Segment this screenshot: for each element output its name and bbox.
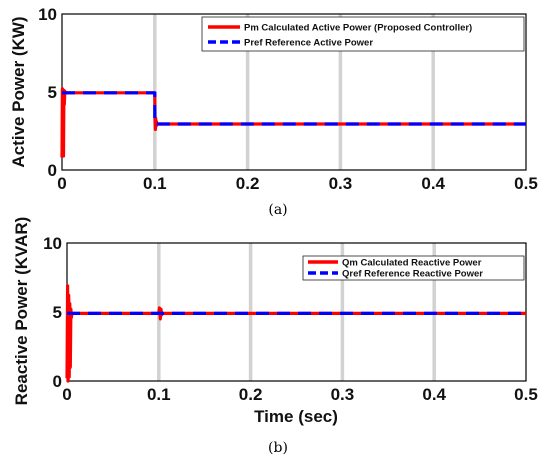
- panel-a-legend: Pm Calculated Active Power (Proposed Con…: [201, 16, 525, 52]
- panel-a-ticks: 0 0.1 0.2 0.3 0.4 0.5 0 5 10: [38, 5, 538, 193]
- panel-a-legend-box: [201, 16, 525, 52]
- panel-b-x-tick-label: 0: [62, 385, 71, 404]
- panel-b-x-axis-label: Time (sec): [254, 407, 338, 426]
- panel-b-series-0-line: [65, 284, 526, 383]
- panel-a-caption: (a): [268, 202, 287, 218]
- panel-b-x-tick-label: 0.2: [239, 385, 263, 404]
- panel-a-y-tick-label: 10: [38, 5, 57, 24]
- panel-b-ticks: 0 0.1 0.2 0.3 0.4 0.5 0 5 10: [43, 234, 538, 404]
- panel-a-x-tick-label: 0.3: [329, 174, 353, 193]
- panel-a-y-tick-label: 0: [48, 161, 57, 180]
- panel-b-x-tick-label: 0.5: [514, 385, 538, 404]
- panel-a-x-tick-label: 0.4: [421, 174, 445, 193]
- panel-b-series: [65, 284, 526, 383]
- panel-b-x-tick-label: 0.1: [147, 385, 171, 404]
- panel-a-legend-entry-0: Pm Calculated Active Power (Proposed Con…: [244, 23, 472, 34]
- panel-a-y-tick-label: 5: [48, 83, 57, 102]
- panel-b-x-tick-label: 0.3: [331, 385, 355, 404]
- panel-a-series-1-line: [62, 91, 526, 126]
- panel-b-x-tick-label: 0.4: [422, 385, 446, 404]
- panel-b-y-tick-label: 5: [53, 303, 62, 322]
- panel-b-legend: Qm Calculated Reactive Power Qref Refere…: [302, 255, 525, 281]
- panel-a-legend-entry-1: Pref Reference Active Power: [244, 38, 373, 49]
- panel-a: 0 0.1 0.2 0.3 0.4 0.5 0 5 10 Active Power (KW) P…: [9, 5, 538, 218]
- panel-a-x-tick-label: 0: [57, 174, 66, 193]
- panel-b-legend-entry-1: Qref Reference Reactive Power: [342, 269, 483, 280]
- panel-b: 0 0.1 0.2 0.3 0.4 0.5 0 5 10 Reactive Power (KVA…: [12, 217, 538, 456]
- panel-b-legend-box: [302, 255, 525, 281]
- panel-b-caption: (b): [268, 440, 288, 456]
- panel-a-x-tick-label: 0.5: [514, 174, 538, 193]
- panel-a-series: [60, 87, 526, 158]
- panel-b-legend-entry-0: Qm Calculated Reactive Power: [342, 258, 482, 269]
- panel-b-y-axis-label: Reactive Power (KVAR): [12, 217, 31, 406]
- panel-a-y-axis-label: Active Power (KW): [9, 16, 28, 167]
- panel-b-y-tick-label: 10: [43, 234, 62, 253]
- panel-b-y-tick-label: 0: [53, 372, 62, 391]
- panel-a-x-tick-label: 0.1: [143, 174, 167, 193]
- panel-a-x-tick-label: 0.2: [236, 174, 260, 193]
